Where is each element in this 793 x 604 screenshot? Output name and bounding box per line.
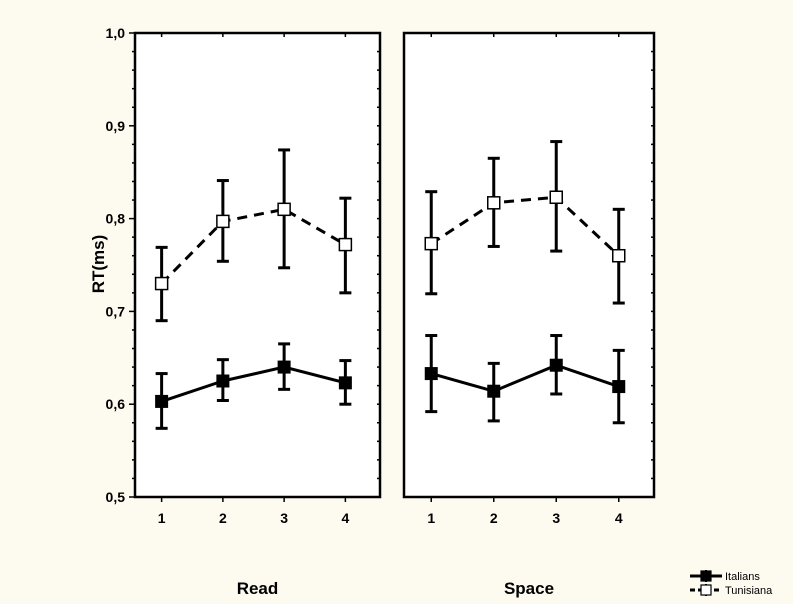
data-point — [277, 360, 291, 374]
y-tick-label: 0,9 — [106, 118, 126, 134]
x-tick-label: 1 — [427, 510, 435, 526]
data-point — [216, 374, 230, 388]
series-line — [160, 207, 347, 285]
y-axis-title: RT(ms) — [89, 235, 108, 294]
y-tick-label: 1,0 — [106, 25, 126, 41]
legend: Italians Tunisiana — [690, 570, 773, 597]
data-point — [216, 214, 230, 229]
chart-panels: 1 2 3 4 Read 1 2 3 4 Space — [129, 31, 656, 598]
legend-marker — [700, 584, 712, 596]
legend-label: Italians — [725, 571, 760, 583]
series-line — [161, 365, 346, 403]
series-line — [430, 195, 620, 257]
x-tick-label: 1 — [158, 510, 166, 526]
data-point — [487, 196, 501, 210]
y-tick-label: 0,8 — [106, 211, 126, 227]
x-tick-label: 2 — [490, 510, 498, 526]
panel-frame — [402, 31, 656, 499]
panel-1: 1 2 3 4 Space — [402, 31, 656, 598]
data-point — [487, 384, 501, 398]
legend-item-tunisiana: Tunisiana — [690, 584, 773, 597]
legend-label: Tunisiana — [725, 585, 773, 597]
data-point — [424, 367, 438, 381]
data-point — [338, 237, 353, 252]
panel-title: Read — [237, 579, 279, 598]
data-point — [154, 276, 169, 291]
panel-frame — [133, 31, 382, 499]
y-tick-label: 0,7 — [106, 303, 126, 319]
x-tick-label: 3 — [280, 510, 288, 526]
series-tunisiana — [424, 140, 626, 305]
series-tunisiana — [154, 148, 353, 323]
legend-item-italians: Italians — [690, 570, 760, 583]
data-point — [155, 394, 169, 408]
data-point — [612, 248, 626, 263]
y-tick-label: 0,6 — [106, 396, 126, 412]
x-tick-label: 3 — [552, 510, 560, 526]
data-point — [549, 358, 563, 372]
y-axis: 0,5 0,6 0,7 0,8 0,9 1,0 — [106, 25, 126, 505]
x-tick-label: 4 — [341, 510, 349, 526]
series-italians — [424, 334, 626, 425]
data-point — [549, 190, 563, 205]
data-point — [338, 376, 352, 390]
panel-0: 1 2 3 4 Read — [129, 31, 382, 598]
panel-title: Space — [504, 579, 554, 598]
series-line — [430, 363, 620, 393]
x-tick-label: 4 — [615, 510, 623, 526]
legend-marker — [700, 570, 712, 582]
y-tick-label: 0,5 — [106, 489, 126, 505]
series-italians — [155, 342, 352, 430]
data-point — [424, 236, 438, 251]
data-point — [277, 202, 291, 217]
data-point — [612, 380, 626, 394]
x-tick-label: 2 — [219, 510, 227, 526]
